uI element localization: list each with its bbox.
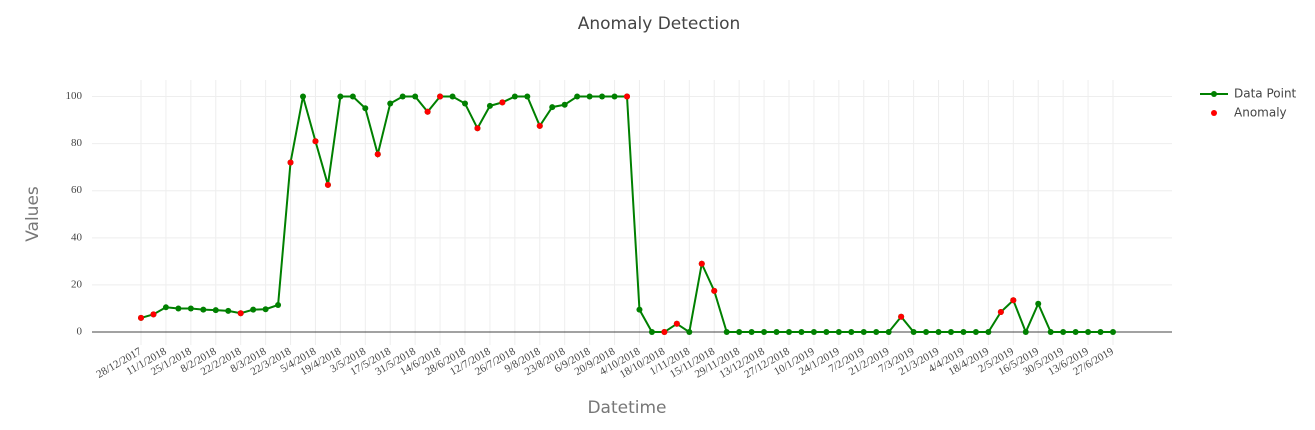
data-point (200, 306, 207, 313)
data-point (1047, 329, 1054, 336)
x-axis-title: Datetime (587, 398, 666, 418)
data-point (1072, 329, 1079, 336)
data-point (449, 93, 456, 100)
data-point (661, 329, 668, 336)
data-point (736, 329, 743, 336)
data-point (723, 329, 730, 336)
data-point (511, 93, 518, 100)
data-point (1022, 329, 1029, 336)
data-point (761, 329, 768, 336)
data-point (1110, 329, 1116, 336)
data-point (212, 307, 219, 314)
data-point (424, 108, 431, 115)
y-tick-label: 0 (77, 326, 83, 338)
data-point (786, 329, 792, 336)
data-point (686, 329, 693, 336)
data-point (412, 93, 419, 100)
data-point (536, 122, 543, 129)
y-tick-label: 100 (66, 90, 83, 102)
data-point (275, 301, 282, 308)
data-point (1060, 329, 1067, 336)
data-point (835, 329, 842, 336)
data-point (337, 93, 344, 100)
data-point (574, 93, 581, 100)
y-axis-title: Values (23, 186, 43, 242)
data-point (848, 329, 855, 336)
data-point (524, 93, 531, 100)
data-point (312, 138, 319, 145)
data-point (873, 329, 880, 336)
y-tick-label: 40 (71, 231, 83, 243)
data-point (300, 93, 306, 100)
data-point (175, 305, 182, 312)
data-point (324, 181, 331, 188)
data-point (948, 329, 954, 336)
data-point (711, 287, 718, 294)
data-point (187, 305, 194, 312)
y-tick-label: 80 (71, 137, 83, 149)
data-point (586, 93, 593, 100)
data-point (885, 329, 892, 336)
data-point (349, 93, 356, 100)
data-point (935, 329, 942, 336)
data-point (499, 99, 506, 106)
data-point (599, 93, 606, 100)
legend-marker (1211, 91, 1217, 97)
data-point (748, 329, 755, 336)
data-point (823, 329, 830, 336)
data-point (810, 329, 817, 336)
data-point (611, 93, 618, 100)
data-point (673, 320, 680, 327)
data-point (237, 310, 244, 317)
data-point (1085, 329, 1092, 336)
data-point (374, 151, 381, 158)
data-point (1010, 297, 1017, 304)
data-point (698, 260, 705, 267)
y-tick-label: 60 (71, 184, 83, 196)
data-point (923, 329, 930, 336)
data-point (437, 93, 444, 100)
data-point (1097, 329, 1104, 336)
data-point (960, 329, 967, 336)
data-point (860, 329, 867, 336)
data-point (462, 100, 468, 107)
data-point (773, 329, 780, 336)
data-point (150, 311, 157, 318)
data-point (225, 307, 232, 314)
data-point (648, 329, 655, 336)
data-point (1035, 300, 1042, 307)
data-point (561, 101, 568, 108)
data-point (636, 306, 643, 313)
data-point (549, 104, 556, 111)
data-point (486, 102, 493, 109)
data-point (362, 105, 369, 112)
data-point (162, 304, 169, 311)
data-point (624, 93, 630, 100)
data-point (250, 306, 257, 313)
data-point (387, 100, 394, 107)
legend-marker (1211, 110, 1217, 116)
data-point (474, 125, 481, 132)
data-point (399, 93, 406, 100)
data-point (910, 329, 917, 336)
data-point (138, 314, 144, 321)
chart-title: Anomaly Detection (578, 14, 741, 34)
data-point (898, 313, 905, 320)
series-line (140, 95, 1113, 335)
data-point (997, 309, 1004, 316)
data-point (798, 329, 805, 336)
data-point (985, 329, 992, 336)
y-tick-label: 20 (71, 278, 83, 290)
data-point (287, 159, 294, 166)
data-point (972, 329, 979, 336)
legend-label: Anomaly (1234, 106, 1287, 120)
legend-label: Data Point (1234, 87, 1297, 101)
data-point (262, 306, 269, 313)
